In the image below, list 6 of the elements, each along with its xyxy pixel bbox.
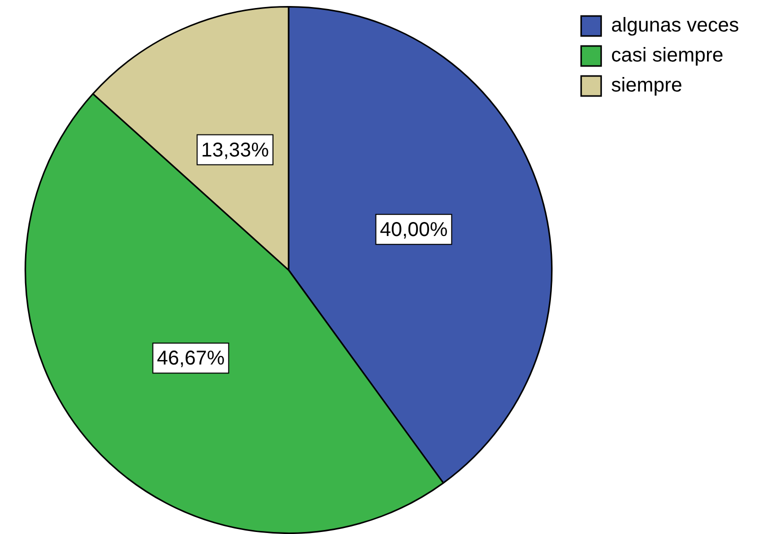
legend-label: algunas veces [611, 14, 740, 37]
data-label: 46,67% [156, 348, 225, 370]
data-label: 40,00% [380, 218, 448, 241]
data-label: 13,33% [201, 139, 270, 162]
legend-label: casi siempre [611, 44, 724, 67]
legend-label: siempre [611, 74, 682, 97]
